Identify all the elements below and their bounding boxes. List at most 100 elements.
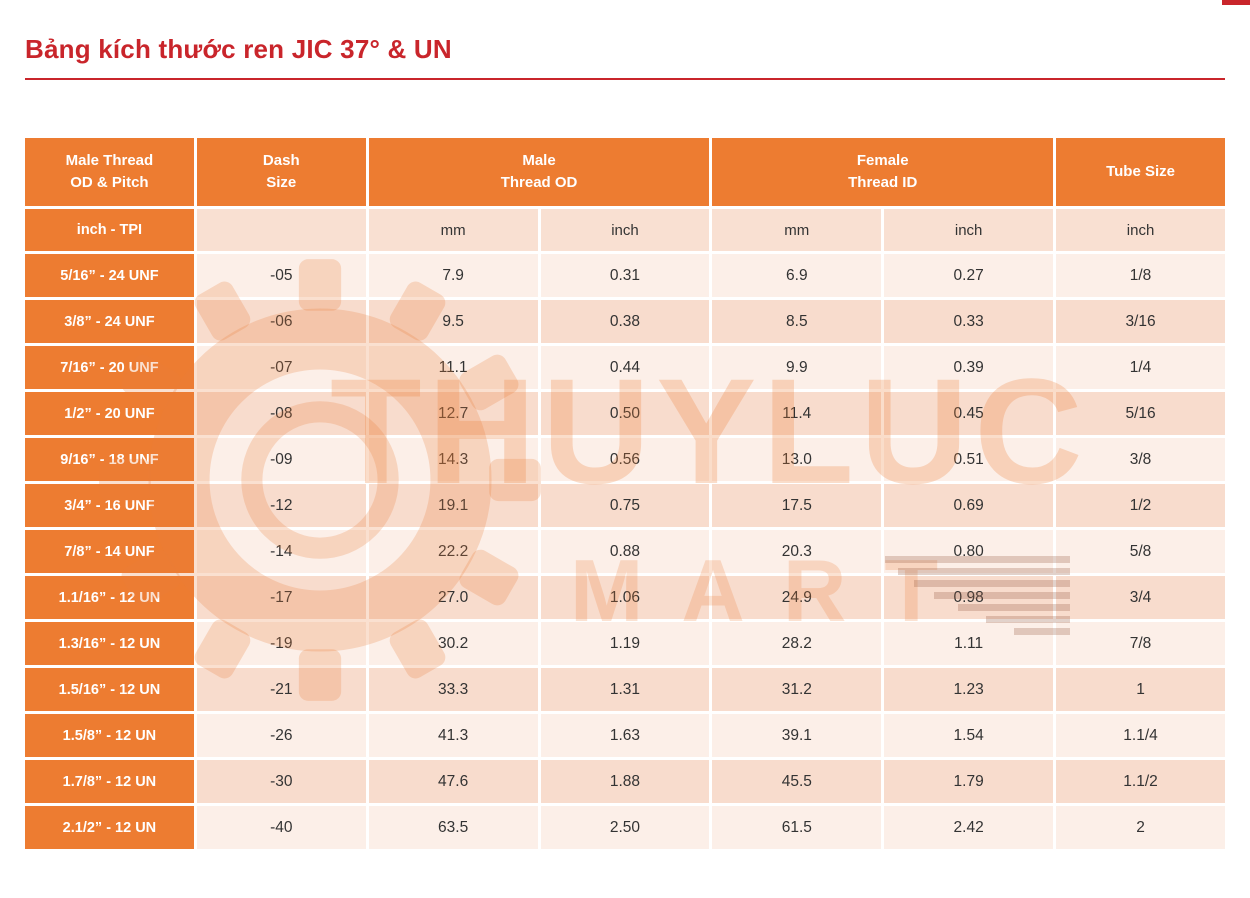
value-cell: 0.31 [540, 254, 710, 297]
value-cell: 11.1 [368, 346, 538, 389]
value-cell: 1.1/2 [1056, 760, 1225, 803]
value-cell: 3/16 [1056, 300, 1225, 343]
header-dash-size: Dash Size [196, 138, 366, 206]
value-cell: 1.31 [540, 668, 710, 711]
table-row: 3/8” - 24 UNF -06 9.5 0.38 8.5 0.33 3/16 [25, 300, 1225, 343]
value-cell: 24.9 [712, 576, 882, 619]
value-cell: 1.11 [884, 622, 1054, 665]
table-row: 5/16” - 24 UNF -05 7.9 0.31 6.9 0.27 1/8 [25, 254, 1225, 297]
value-cell: 3/4 [1056, 576, 1225, 619]
table-row: 1.5/16” - 12 UN -21 33.3 1.31 31.2 1.23 1 [25, 668, 1225, 711]
value-cell: 11.4 [712, 392, 882, 435]
value-cell: 1/2 [1056, 484, 1225, 527]
value-cell: 14.3 [368, 438, 538, 481]
value-cell: -40 [196, 806, 366, 849]
subheader-inch-tpi: inch - TPI [25, 209, 194, 251]
header-male-thread-od-pitch: Male Thread OD & Pitch [25, 138, 194, 206]
value-cell: 63.5 [368, 806, 538, 849]
thread-size-table-container: Male Thread OD & Pitch Dash Size Male Th… [22, 135, 1228, 852]
value-cell: 0.98 [884, 576, 1054, 619]
header-tube-size: Tube Size [1056, 138, 1225, 206]
value-cell: 0.50 [540, 392, 710, 435]
table-row: 7/8” - 14 UNF -14 22.2 0.88 20.3 0.80 5/8 [25, 530, 1225, 573]
title-underline [25, 78, 1225, 80]
value-cell: 1/4 [1056, 346, 1225, 389]
table-row: 9/16” - 18 UNF -09 14.3 0.56 13.0 0.51 3/8 [25, 438, 1225, 481]
thread-size-cell: 7/16” - 20 UNF [25, 346, 194, 389]
value-cell: 20.3 [712, 530, 882, 573]
value-cell: 2.42 [884, 806, 1054, 849]
table-row: 1.3/16” - 12 UN -19 30.2 1.19 28.2 1.11 7/8 [25, 622, 1225, 665]
table-row: 7/16” - 20 UNF -07 11.1 0.44 9.9 0.39 1/4 [25, 346, 1225, 389]
value-cell: 31.2 [712, 668, 882, 711]
page-title: Bảng kích thước ren JIC 37° & UN [25, 34, 452, 64]
value-cell: 1 [1056, 668, 1225, 711]
value-cell: -08 [196, 392, 366, 435]
value-cell: 0.75 [540, 484, 710, 527]
subheader-male-mm: mm [368, 209, 538, 251]
value-cell: -07 [196, 346, 366, 389]
value-cell: 1.19 [540, 622, 710, 665]
value-cell: 0.88 [540, 530, 710, 573]
value-cell: 7.9 [368, 254, 538, 297]
value-cell: 47.6 [368, 760, 538, 803]
value-cell: 0.44 [540, 346, 710, 389]
value-cell: 13.0 [712, 438, 882, 481]
value-cell: 9.5 [368, 300, 538, 343]
corner-accent-mark [1222, 0, 1250, 5]
value-cell: 33.3 [368, 668, 538, 711]
table-body: 5/16” - 24 UNF -05 7.9 0.31 6.9 0.27 1/8 3/8” -… [25, 254, 1225, 849]
value-cell: -12 [196, 484, 366, 527]
thread-size-cell: 2.1/2” - 12 UN [25, 806, 194, 849]
value-cell: 1.79 [884, 760, 1054, 803]
value-cell: 1.88 [540, 760, 710, 803]
value-cell: -30 [196, 760, 366, 803]
value-cell: 2.50 [540, 806, 710, 849]
value-cell: -17 [196, 576, 366, 619]
value-cell: -26 [196, 714, 366, 757]
thread-size-table: Male Thread OD & Pitch Dash Size Male Th… [22, 135, 1228, 852]
thread-size-cell: 7/8” - 14 UNF [25, 530, 194, 573]
value-cell: 1.54 [884, 714, 1054, 757]
value-cell: 0.38 [540, 300, 710, 343]
table-row: 2.1/2” - 12 UN -40 63.5 2.50 61.5 2.42 2 [25, 806, 1225, 849]
thread-size-cell: 1.5/16” - 12 UN [25, 668, 194, 711]
value-cell: 22.2 [368, 530, 538, 573]
value-cell: -05 [196, 254, 366, 297]
value-cell: 0.69 [884, 484, 1054, 527]
value-cell: 5/8 [1056, 530, 1225, 573]
value-cell: 0.51 [884, 438, 1054, 481]
value-cell: 1/8 [1056, 254, 1225, 297]
value-cell: 19.1 [368, 484, 538, 527]
subheader-female-inch: inch [884, 209, 1054, 251]
value-cell: 0.45 [884, 392, 1054, 435]
thread-size-cell: 9/16” - 18 UNF [25, 438, 194, 481]
table-header: Male Thread OD & Pitch Dash Size Male Th… [25, 138, 1225, 206]
value-cell: -19 [196, 622, 366, 665]
value-cell: 45.5 [712, 760, 882, 803]
table-row: 1.7/8” - 12 UN -30 47.6 1.88 45.5 1.79 1.1/2 [25, 760, 1225, 803]
thread-size-cell: 1.1/16” - 12 UN [25, 576, 194, 619]
table-row: 3/4” - 16 UNF -12 19.1 0.75 17.5 0.69 1/2 [25, 484, 1225, 527]
header-female-thread-id: Female Thread ID [712, 138, 1054, 206]
value-cell: -21 [196, 668, 366, 711]
header-male-thread-od: Male Thread OD [368, 138, 710, 206]
subheader-empty [196, 209, 366, 251]
thread-size-cell: 1.5/8” - 12 UN [25, 714, 194, 757]
subheader-female-mm: mm [712, 209, 882, 251]
value-cell: 0.56 [540, 438, 710, 481]
value-cell: 0.27 [884, 254, 1054, 297]
value-cell: 12.7 [368, 392, 538, 435]
value-cell: -09 [196, 438, 366, 481]
value-cell: 1.06 [540, 576, 710, 619]
value-cell: 28.2 [712, 622, 882, 665]
table-row: 1.5/8” - 12 UN -26 41.3 1.63 39.1 1.54 1.1/4 [25, 714, 1225, 757]
value-cell: 3/8 [1056, 438, 1225, 481]
value-cell: 39.1 [712, 714, 882, 757]
value-cell: 17.5 [712, 484, 882, 527]
thread-size-cell: 1.3/16” - 12 UN [25, 622, 194, 665]
value-cell: 0.33 [884, 300, 1054, 343]
value-cell: 61.5 [712, 806, 882, 849]
value-cell: 7/8 [1056, 622, 1225, 665]
value-cell: 1.63 [540, 714, 710, 757]
